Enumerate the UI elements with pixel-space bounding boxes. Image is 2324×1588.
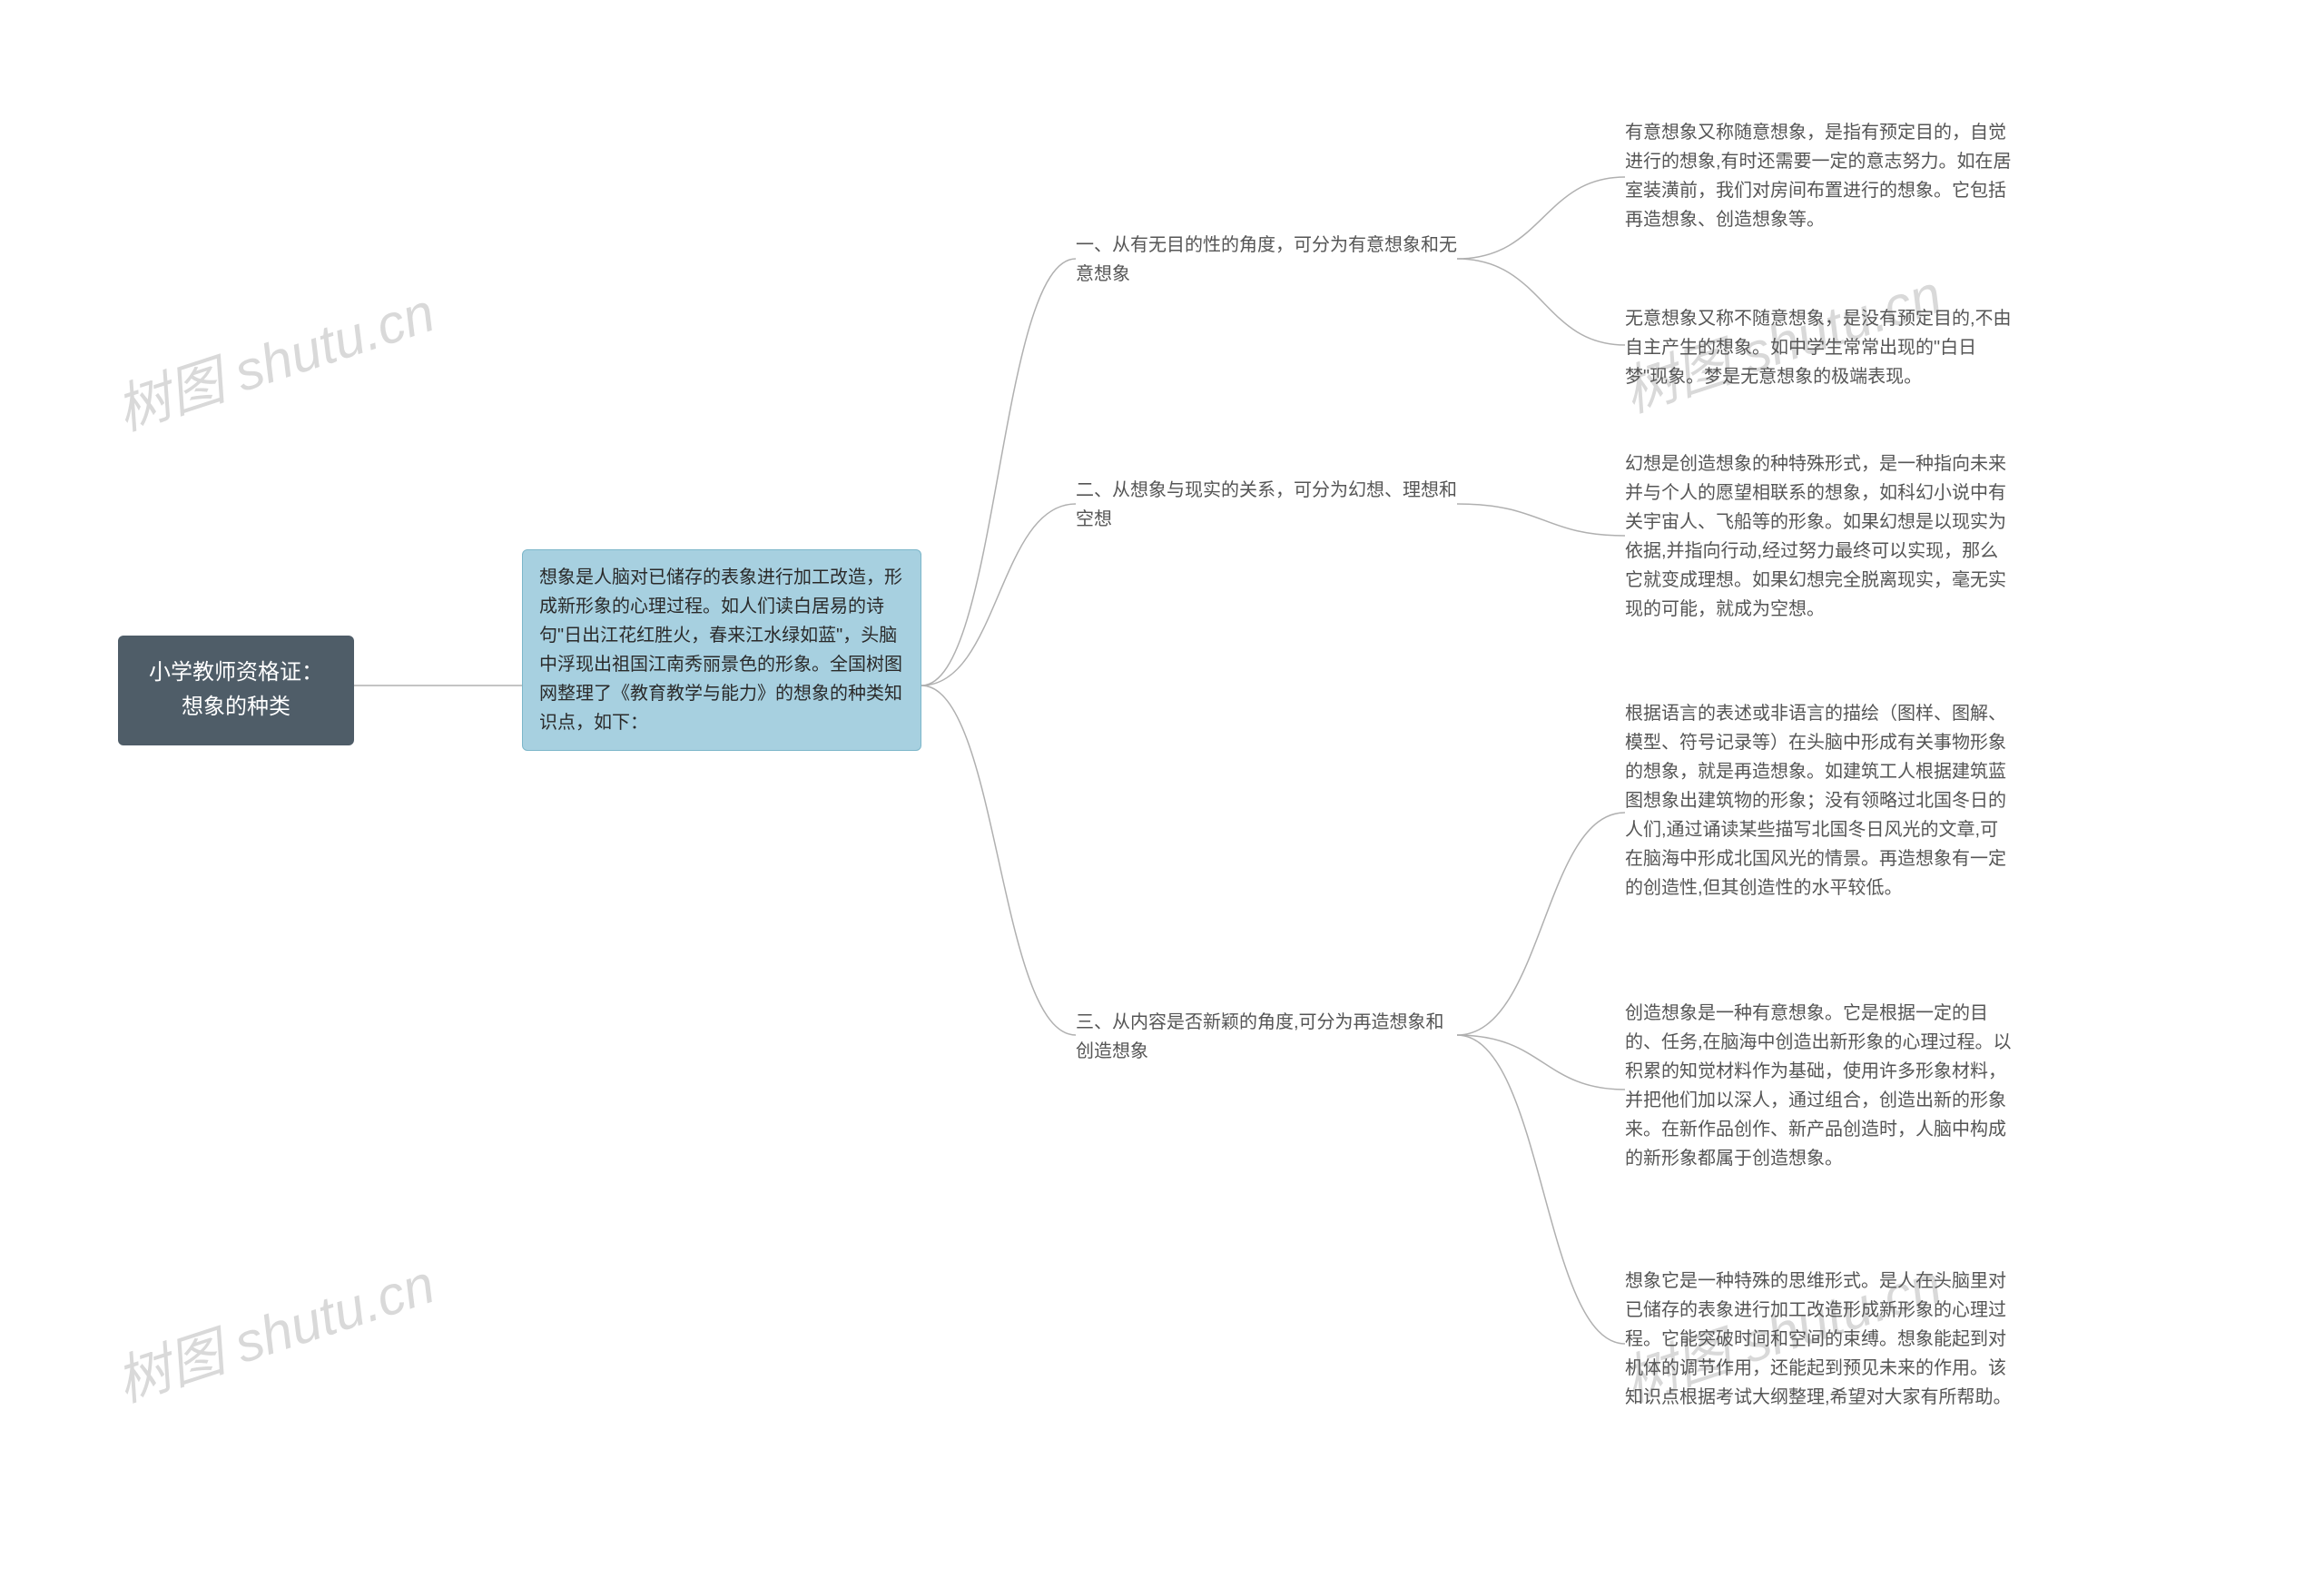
leaf-3b: 创造想象是一种有意想象。它是根据一定的目的、任务,在脑海中创造出新形象的心理过程… [1625, 999, 2015, 1173]
watermark: 树图 shutu.cn [104, 269, 443, 446]
leaf-1a: 有意想象又称随意想象，是指有预定目的，自觉进行的想象,有时还需要一定的意志努力。… [1625, 118, 2015, 234]
branch-1: 一、从有无目的性的角度，可分为有意想象和无意想象 [1076, 231, 1457, 289]
leaf-1b: 无意想象又称不随意想象，是没有预定目的,不由自主产生的想象。如中学生常常出现的"… [1625, 304, 2015, 391]
leaf-2-text: 幻想是创造想象的种特殊形式，是一种指向未来并与个人的愿望相联系的想象，如科幻小说… [1625, 454, 2006, 619]
intro-text: 想象是人脑对已储存的表象进行加工改造，形成新形象的心理过程。如人们读白居易的诗句… [539, 567, 902, 733]
leaf-3c: 想象它是一种特殊的思维形式。是人在头脑里对已储存的表象进行加工改造形成新形象的心… [1625, 1267, 2015, 1412]
leaf-1a-text: 有意想象又称随意想象，是指有预定目的，自觉进行的想象,有时还需要一定的意志努力。… [1625, 123, 2012, 230]
leaf-3b-text: 创造想象是一种有意想象。它是根据一定的目的、任务,在脑海中创造出新形象的心理过程… [1625, 1003, 2012, 1169]
leaf-1b-text: 无意想象又称不随意想象，是没有预定目的,不由自主产生的想象。如中学生常常出现的"… [1625, 309, 2012, 387]
root-text: 小学教师资格证：想象的种类 [149, 660, 323, 719]
branch-2-text: 二、从想象与现实的关系，可分为幻想、理想和空想 [1076, 480, 1457, 529]
branch-3-text: 三、从内容是否新颖的角度,可分为再造想象和创造想象 [1076, 1012, 1444, 1061]
leaf-3c-text: 想象它是一种特殊的思维形式。是人在头脑里对已储存的表象进行加工改造形成新形象的心… [1625, 1271, 2012, 1407]
leaf-3a-text: 根据语言的表述或非语言的描绘（图样、图解、模型、符号记录等）在头脑中形成有关事物… [1625, 704, 2006, 898]
leaf-2: 幻想是创造想象的种特殊形式，是一种指向未来并与个人的愿望相联系的想象，如科幻小说… [1625, 449, 2015, 624]
branch-3: 三、从内容是否新颖的角度,可分为再造想象和创造想象 [1076, 1008, 1457, 1066]
root-node: 小学教师资格证：想象的种类 [118, 636, 354, 745]
leaf-3a: 根据语言的表述或非语言的描绘（图样、图解、模型、符号记录等）在头脑中形成有关事物… [1625, 699, 2015, 902]
watermark: 树图 shutu.cn [104, 1240, 443, 1417]
intro-node: 想象是人脑对已储存的表象进行加工改造，形成新形象的心理过程。如人们读白居易的诗句… [522, 549, 921, 751]
branch-1-text: 一、从有无目的性的角度，可分为有意想象和无意想象 [1076, 235, 1457, 284]
branch-2: 二、从想象与现实的关系，可分为幻想、理想和空想 [1076, 476, 1457, 534]
